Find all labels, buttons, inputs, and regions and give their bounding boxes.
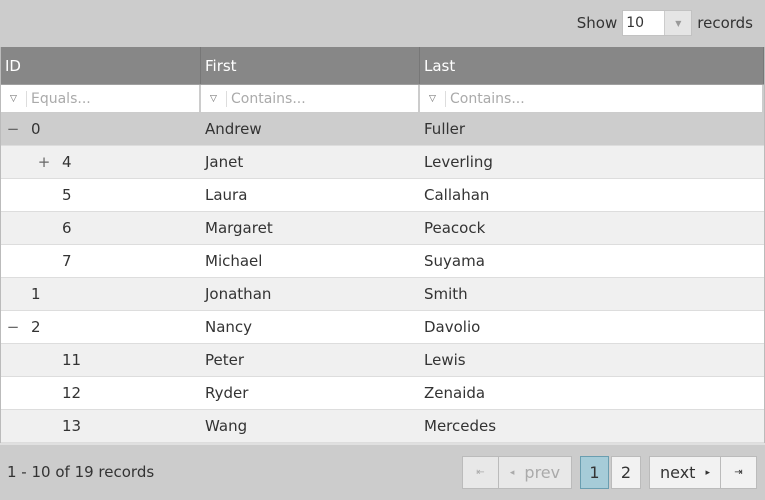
id-value: 0 [31,120,41,138]
cell-id: 6 [1,219,201,237]
cell-id: 13 [1,417,201,435]
id-value: 11 [62,351,82,369]
id-value: 4 [62,153,72,171]
table-row[interactable]: 7 Michael Suyama [1,245,764,278]
cell-first: Wang [205,417,248,435]
cell-last: Peacock [424,219,486,237]
cell-last: Davolio [424,318,481,336]
id-value: 5 [62,186,72,204]
first-page-icon: ⇤ [476,467,485,478]
cell-first: Margaret [205,219,273,237]
filter-icon[interactable]: ▽ [201,90,227,107]
expand-icon[interactable]: + [37,153,51,171]
table-row[interactable]: 11 Peter Lewis [1,344,764,377]
filter-first-input[interactable]: Contains... [231,90,306,107]
filter-id-input[interactable]: Equals... [31,90,91,107]
table-row[interactable]: 12 Ryder Zenaida [1,377,764,410]
filter-first[interactable]: ▽ Contains... [201,85,420,113]
cell-first: Michael [205,252,263,270]
page-1-button[interactable]: 1 [580,456,609,489]
cell-last: Lewis [424,351,466,369]
chevron-right-icon: ▸ [705,467,710,478]
cell-first: Nancy [205,318,253,336]
filter-row: ▽ Equals... ▽ Contains... ▽ Contains... [1,85,764,113]
collapse-icon[interactable]: − [6,318,20,336]
id-value: 6 [62,219,72,237]
cell-id: 1 [1,285,201,303]
table-row[interactable]: +4 Janet Leverling [1,146,764,179]
cell-first: Janet [205,153,244,171]
cell-id: 12 [1,384,201,402]
chevron-left-icon: ◂ [509,467,515,478]
last-page-icon: ⇥ [734,467,743,478]
cell-last: Callahan [424,186,490,204]
table-row[interactable]: −0 Andrew Fuller [1,113,764,146]
cell-id: 11 [1,351,201,369]
grid-body: −0 Andrew Fuller +4 Janet Leverling 5 Laura Call… [1,113,764,443]
prev-page-button[interactable]: ◂ prev [498,456,572,489]
cell-first: Jonathan [205,285,272,303]
cell-id: −2 [1,318,201,336]
cell-id: 5 [1,186,201,204]
cell-last: Smith [424,285,468,303]
filter-icon[interactable]: ▽ [420,90,446,107]
filter-last[interactable]: ▽ Contains... [420,85,764,113]
next-page-button[interactable]: next ▸ [649,456,721,489]
show-label: Show [576,14,618,32]
id-value: 1 [31,285,41,303]
table-row[interactable]: 6 Margaret Peacock [1,212,764,245]
column-header-id[interactable]: ID [1,47,201,84]
tree-grid: ID First Last ▽ Equals... ▽ Contains... ▽ C… [0,47,765,443]
cell-last: Leverling [424,153,493,171]
page-size-select[interactable]: 10 ▼ [622,10,693,36]
id-value: 13 [62,417,82,435]
table-row[interactable]: −2 Nancy Davolio [1,311,764,344]
cell-first: Ryder [205,384,249,402]
pager: 1 - 10 of 19 records ⇤ ◂ prev 1 2 next ▸ ⇥ [0,443,765,500]
header-row: ID First Last [1,47,764,85]
id-value: 2 [31,318,41,336]
cell-first: Andrew [205,120,262,138]
last-page-button[interactable]: ⇥ [720,456,757,489]
id-value: 7 [62,252,72,270]
column-header-first[interactable]: First [201,47,420,84]
filter-id[interactable]: ▽ Equals... [1,85,201,113]
chevron-down-icon[interactable]: ▼ [664,11,692,35]
page-size-value: 10 [626,15,645,31]
cell-last: Zenaida [424,384,486,402]
records-label: records [697,14,753,32]
page-size-control: Show 10 ▼ records [577,10,753,36]
prev-label: prev [524,463,561,482]
table-row[interactable]: 1 Jonathan Smith [1,278,764,311]
cell-id: −0 [1,120,201,138]
cell-last: Fuller [424,120,466,138]
cell-id: +4 [1,153,201,171]
first-page-button[interactable]: ⇤ [462,456,499,489]
id-value: 12 [62,384,82,402]
cell-last: Mercedes [424,417,497,435]
cell-first: Peter [205,351,245,369]
cell-id: 7 [1,252,201,270]
cell-last: Suyama [424,252,485,270]
records-summary: 1 - 10 of 19 records [7,463,155,481]
table-row[interactable]: 13 Wang Mercedes [1,410,764,443]
cell-first: Laura [205,186,248,204]
filter-icon[interactable]: ▽ [1,90,27,107]
collapse-icon[interactable]: − [6,120,20,138]
table-row[interactable]: 5 Laura Callahan [1,179,764,212]
next-label: next [660,463,696,482]
toolbar: Show 10 ▼ records [0,0,765,47]
page-2-button[interactable]: 2 [611,456,641,489]
filter-last-input[interactable]: Contains... [450,90,525,107]
column-header-last[interactable]: Last [420,47,764,84]
